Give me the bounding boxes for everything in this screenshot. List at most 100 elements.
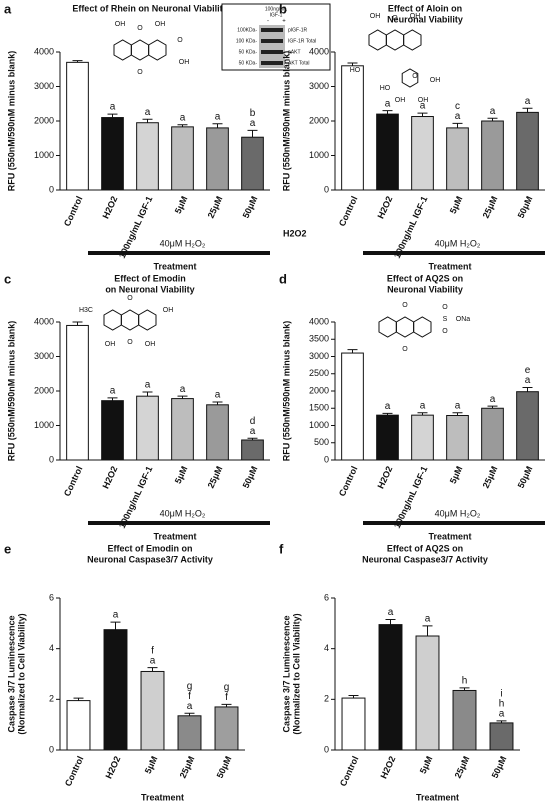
x-tick-label: 50μM — [516, 195, 535, 220]
chart-title: on Neuronal Viability — [105, 284, 194, 294]
y-tick-label: 2000 — [34, 385, 54, 395]
bar — [376, 113, 399, 191]
significance-letter: a — [250, 426, 256, 437]
panel-letter: d — [279, 271, 287, 286]
significance-letter: a — [420, 400, 426, 411]
atom-label: OH — [418, 97, 429, 104]
bar — [516, 391, 539, 461]
bar — [378, 624, 403, 751]
y-tick-label: 500 — [314, 437, 329, 447]
bar — [206, 127, 229, 191]
bar — [214, 706, 239, 751]
significance-letter: a — [145, 380, 151, 391]
error-bar — [212, 401, 223, 405]
panel-letter: b — [279, 1, 287, 16]
bracket-label: 40μM H₂O₂ — [160, 238, 206, 248]
structure-ring — [395, 316, 415, 338]
bracket-label: 40μM H₂O₂ — [435, 508, 481, 518]
y-tick-label: 1000 — [34, 420, 54, 430]
bar — [171, 126, 194, 191]
error-bar — [422, 625, 433, 636]
bar — [376, 414, 399, 461]
y-tick-label: 4 — [49, 643, 54, 653]
error-bar — [147, 667, 158, 672]
bar — [446, 414, 469, 461]
y-tick-label: 4000 — [309, 46, 329, 56]
blot-marker: 50 KDa- — [239, 49, 258, 55]
y-tick-label: 2000 — [34, 115, 54, 125]
y-tick-label: 1000 — [34, 150, 54, 160]
structure-ring — [148, 39, 167, 61]
x-tick-label: 5μM — [173, 465, 190, 486]
atom-label: O — [402, 302, 408, 309]
y-tick-label: 2 — [49, 694, 54, 704]
y-tick-label: 0 — [324, 454, 329, 464]
error-bar — [487, 117, 498, 121]
chart-title: Effect of AQ2S on — [387, 543, 463, 553]
structure-ring — [138, 309, 157, 331]
error-bar — [382, 110, 393, 115]
blot-lane: - — [267, 19, 269, 25]
x-tick-label: 5μM — [418, 755, 435, 776]
atom-label: HO — [350, 67, 361, 74]
atom-label: S — [443, 316, 448, 323]
y-axis-label: Caspase 3/7 Luminescence — [281, 615, 291, 732]
chart-title: Effect of Aloin on — [388, 3, 462, 13]
significance-letter: a — [455, 400, 461, 411]
y-tick-label: 1000 — [309, 420, 329, 430]
significance-letter: a — [490, 106, 496, 117]
significance-letter: a — [215, 390, 221, 401]
treatment-bracket — [363, 251, 545, 255]
bar — [341, 352, 364, 461]
significance-letter: a — [215, 111, 221, 122]
atom-label: OH — [105, 341, 116, 348]
x-tick-label: 50μM — [490, 755, 509, 780]
blot-header: 100ng/mL — [265, 6, 287, 12]
bar — [66, 61, 89, 191]
structure-ring — [401, 68, 419, 88]
significance-letter: a — [180, 112, 186, 123]
atom-label: HO — [380, 85, 391, 92]
x-tick-label: 25μM — [206, 465, 225, 490]
significance-letter: a — [250, 118, 256, 129]
bar — [101, 400, 124, 461]
y-tick-label: 1000 — [309, 150, 329, 160]
chart-title: Neuronal Viability — [387, 14, 463, 24]
x-axis-label: Treatment — [428, 261, 471, 271]
error-bar — [382, 412, 393, 416]
error-bar — [347, 349, 358, 354]
x-tick-label: H2O2 — [103, 755, 122, 781]
bar — [446, 127, 469, 191]
x-tick-label: 25μM — [178, 755, 197, 780]
significance-letter: i — [500, 689, 502, 700]
x-tick-label: 25μM — [481, 195, 500, 220]
y-tick-label: 4 — [324, 643, 329, 653]
structure-ring — [413, 316, 432, 338]
y-tick-label: 3000 — [309, 81, 329, 91]
x-tick-label: 5μM — [448, 465, 465, 486]
y-axis-label: (Normalized to Cell Viability) — [291, 613, 301, 734]
y-tick-label: 0 — [324, 184, 329, 194]
error-bar — [142, 118, 153, 123]
y-tick-label: 3000 — [34, 351, 54, 361]
error-bar — [177, 124, 188, 127]
chart-title: Neuronal Viability — [387, 284, 463, 294]
blot-band — [261, 50, 283, 54]
significance-letter: a — [180, 384, 186, 395]
structure-ring — [120, 309, 140, 331]
significance-letter: f — [151, 645, 154, 656]
atom-label: O — [177, 37, 183, 44]
x-tick-label: Control — [337, 195, 360, 228]
x-tick-label: H2O2 — [100, 465, 119, 491]
error-bar — [247, 129, 258, 138]
structure-ring — [385, 29, 405, 51]
bracket-label: 40μM H₂O₂ — [160, 508, 206, 518]
y-tick-label: 4000 — [34, 46, 54, 56]
y-tick-label: 3000 — [309, 351, 329, 361]
atom-label: O — [392, 15, 398, 22]
significance-letter: a — [110, 386, 116, 397]
y-tick-label: 4000 — [309, 316, 329, 326]
x-tick-label: H2O2 — [375, 465, 394, 491]
significance-letter: a — [145, 107, 151, 118]
significance-letter: a — [150, 655, 156, 666]
